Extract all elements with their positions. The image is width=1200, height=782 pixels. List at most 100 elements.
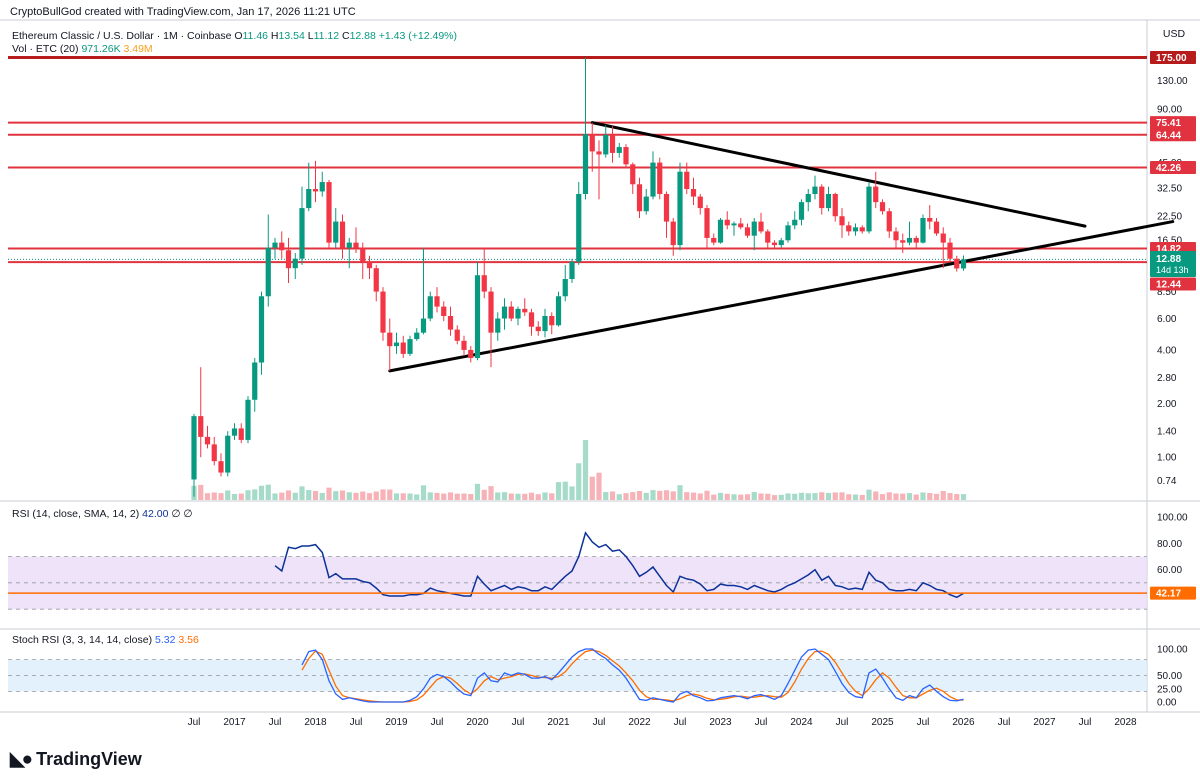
volume-bar xyxy=(407,493,413,500)
candle-body xyxy=(306,188,312,209)
candle xyxy=(299,186,305,265)
price-tick-label: 2.00 xyxy=(1157,399,1177,410)
candle-body xyxy=(508,306,514,319)
candle xyxy=(373,264,379,302)
trendline-lower[interactable] xyxy=(388,220,1175,373)
rsi-bb-value: ∅ xyxy=(183,508,193,520)
candle xyxy=(279,231,285,259)
stoch-rsi-pane xyxy=(301,648,964,703)
volume-bar xyxy=(528,492,535,500)
candle-body xyxy=(474,275,481,359)
change-value: +1.43 (+12.49%) xyxy=(378,30,458,42)
candle-body xyxy=(204,436,211,445)
candle-body xyxy=(252,362,258,400)
candle xyxy=(292,252,298,280)
candle xyxy=(913,235,919,248)
volume-bar xyxy=(771,495,778,500)
volume-bar xyxy=(704,490,710,500)
time-tick-label: 2020 xyxy=(466,717,489,728)
candle-body xyxy=(947,242,953,259)
volume-bar xyxy=(751,492,757,500)
volume-bar xyxy=(960,494,967,500)
rsi-legend: RSI (14, close, SMA, 14, 2) 42.00 ∅ ∅ xyxy=(12,508,193,520)
time-tick-label: Jul xyxy=(188,717,201,728)
candle xyxy=(927,205,933,230)
trendline-upper[interactable] xyxy=(590,121,1087,228)
candle-body xyxy=(933,221,940,234)
candle-body xyxy=(495,318,501,333)
volume-bar xyxy=(366,493,373,500)
candle xyxy=(724,211,730,230)
candle xyxy=(751,217,757,251)
candle xyxy=(677,162,683,251)
candle-body xyxy=(738,223,744,228)
candle xyxy=(643,188,649,215)
candle-body xyxy=(724,219,730,226)
price-tick-label: 22.50 xyxy=(1157,212,1182,223)
candle-body xyxy=(852,227,859,232)
candle xyxy=(319,171,325,197)
candle-body xyxy=(231,428,238,436)
candle xyxy=(650,151,656,200)
price-tick-label: 2.80 xyxy=(1157,373,1177,384)
stoch-tick-label: 100.00 xyxy=(1157,645,1188,656)
candle xyxy=(218,453,224,477)
candle-body xyxy=(879,202,886,212)
candle xyxy=(589,122,595,172)
candle-body xyxy=(454,329,460,341)
volume-bar xyxy=(204,493,211,500)
candle xyxy=(353,227,359,253)
time-tick-label: Jul xyxy=(836,717,849,728)
volume-bar xyxy=(785,493,791,500)
candle-body xyxy=(819,186,825,209)
candle xyxy=(306,162,312,212)
candle xyxy=(191,413,197,497)
level-price-label: 64.44 xyxy=(1156,130,1181,141)
candle xyxy=(420,247,427,335)
candle-body xyxy=(468,349,474,359)
volume-bar xyxy=(609,491,616,500)
volume-bar xyxy=(724,493,730,500)
candle xyxy=(522,298,528,316)
candle xyxy=(765,229,771,248)
candle xyxy=(798,199,805,226)
volume-bar xyxy=(299,486,305,500)
candle-body xyxy=(501,306,508,319)
candle xyxy=(758,212,764,234)
tradingview-logo[interactable]: ◣● TradingView xyxy=(10,748,142,771)
candle xyxy=(778,237,784,248)
candle-body xyxy=(535,326,541,332)
candle xyxy=(886,208,892,238)
volume-bar xyxy=(474,483,481,500)
currency-label[interactable]: USD xyxy=(1162,28,1186,40)
volume-bar xyxy=(252,489,258,500)
candle xyxy=(690,177,697,206)
volume-bar xyxy=(657,490,663,500)
volume-bar xyxy=(805,493,811,500)
price-tick-label: 32.50 xyxy=(1157,183,1182,194)
candle-body xyxy=(792,219,798,226)
time-tick-label: Jul xyxy=(755,717,768,728)
time-tick-label: Jul xyxy=(431,717,444,728)
volume-bar xyxy=(549,493,555,500)
candle-body xyxy=(623,147,629,165)
candle xyxy=(400,335,406,359)
symbol-title: Ethereum Classic / U.S. Dollar · 1M · Co… xyxy=(12,30,232,42)
candle xyxy=(731,221,737,236)
candle xyxy=(684,162,690,194)
stoch-rsi-legend: Stoch RSI (3, 3, 14, 14, close) 5.32 3.5… xyxy=(12,634,199,646)
volume-bar xyxy=(515,493,521,500)
candle-body xyxy=(825,193,832,209)
volume-bar xyxy=(900,493,906,500)
candle xyxy=(542,308,548,338)
candle xyxy=(204,425,211,449)
price-tick-label: 130.00 xyxy=(1157,76,1188,87)
candle-body xyxy=(346,242,352,248)
rsi-label: RSI (14, close, SMA, 14, 2) xyxy=(12,508,140,520)
price-tick-label: 1.00 xyxy=(1157,453,1177,464)
candle xyxy=(819,184,825,215)
candle xyxy=(846,221,852,236)
candle xyxy=(434,287,440,313)
volume-bar xyxy=(285,490,292,500)
